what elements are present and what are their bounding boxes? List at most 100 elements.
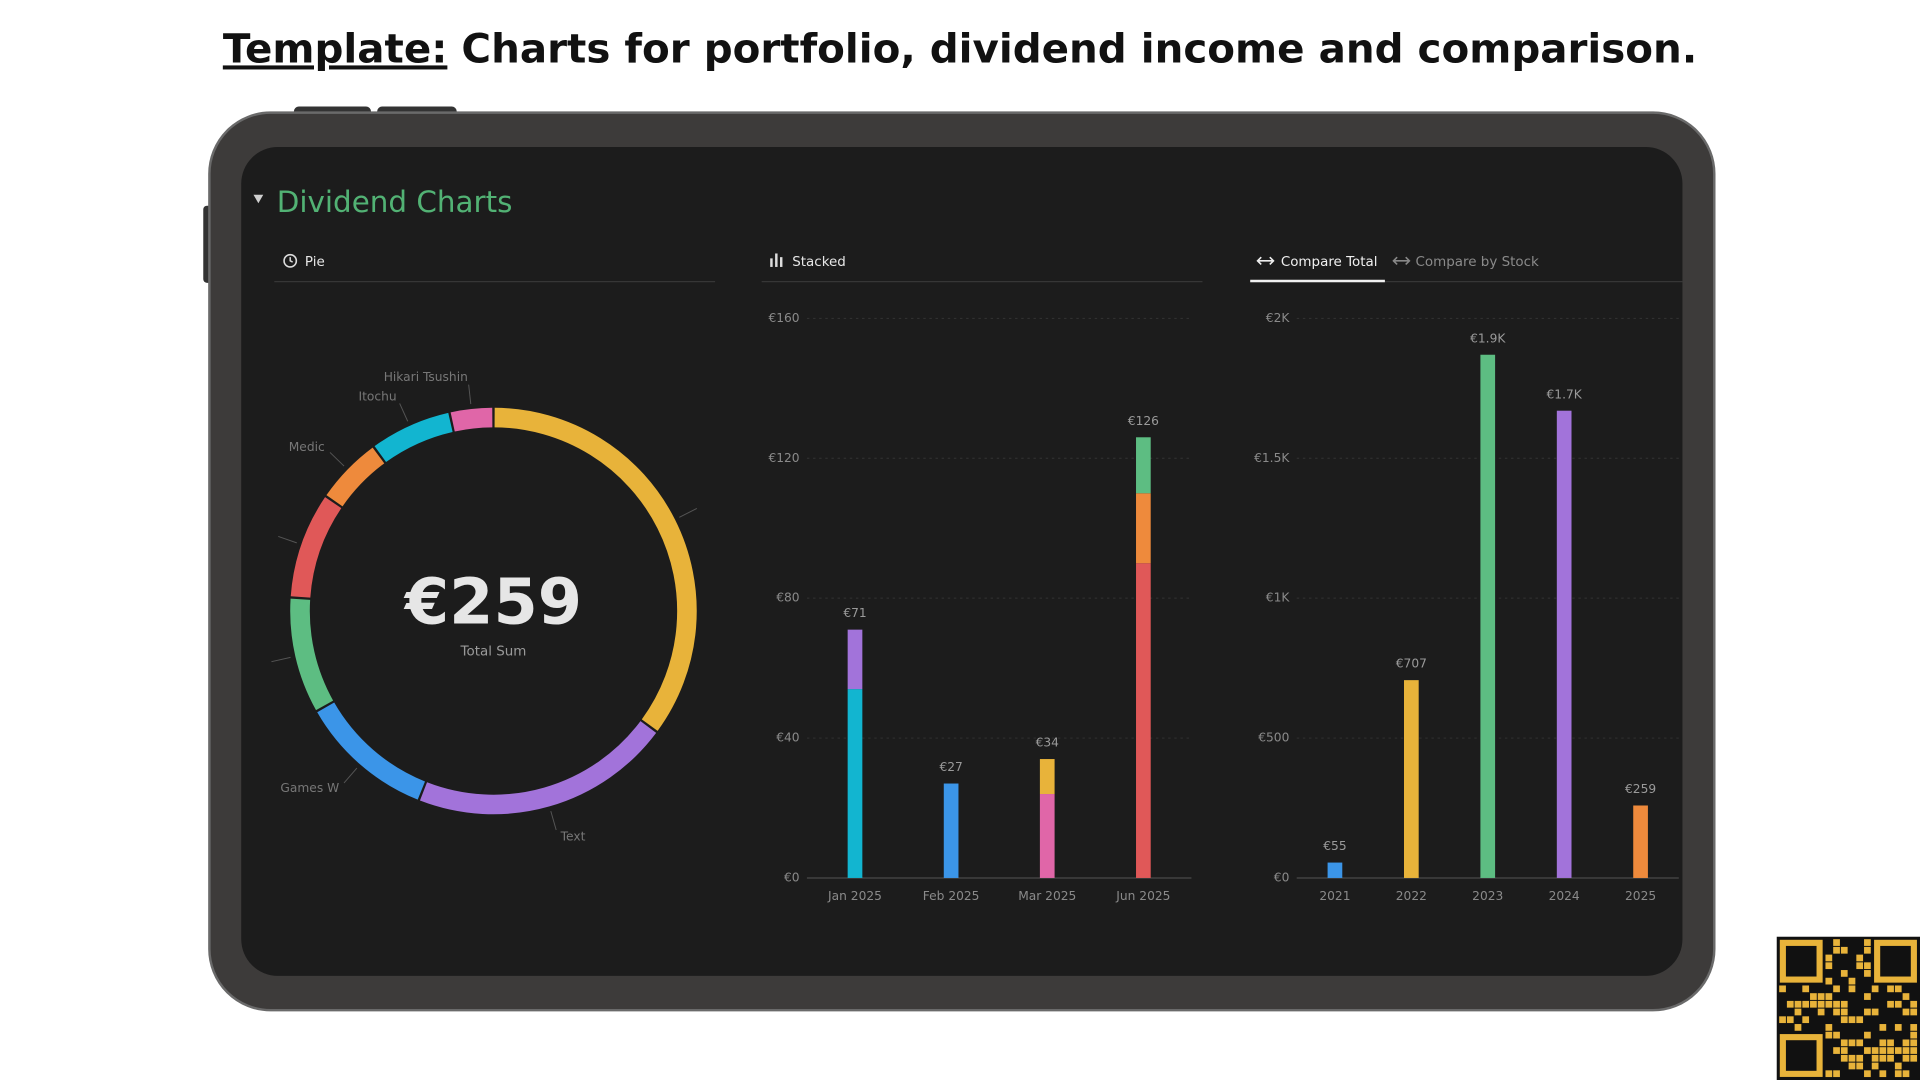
- qr-dot: [1825, 1000, 1833, 1008]
- qr-finder: [1874, 939, 1917, 983]
- pie-icon-hand: [289, 257, 293, 263]
- x-tick-label: 2022: [1396, 889, 1427, 903]
- y-tick-label: €0: [1274, 870, 1290, 884]
- y-tick-label: €2K: [1266, 311, 1291, 325]
- qr-dot: [1910, 1000, 1918, 1008]
- bar-icon: [775, 253, 778, 267]
- tab-label: Compare by Stock: [1416, 255, 1540, 270]
- section-title: Dividend Charts: [277, 185, 513, 219]
- bar-segment: [943, 783, 959, 878]
- qr-dot: [1794, 1024, 1802, 1031]
- qr-dot: [1848, 1039, 1856, 1047]
- tab-compare-total[interactable]: Compare Total: [1256, 255, 1378, 270]
- qr-dot: [1817, 1000, 1825, 1008]
- bar-segment: [1136, 563, 1151, 878]
- qr-dot: [1825, 954, 1833, 962]
- leader-line: [278, 535, 297, 544]
- qr-dot: [1856, 1062, 1864, 1070]
- y-tick-label: €80: [776, 591, 799, 605]
- qr-dot: [1864, 1031, 1871, 1039]
- qr-dot: [1840, 1008, 1848, 1016]
- qr-dot: [1825, 993, 1833, 1000]
- heading-prefix: Template:: [223, 24, 448, 72]
- qr-finder: [1779, 1034, 1823, 1077]
- qr-dot: [1871, 985, 1879, 993]
- y-tick-label: €160: [768, 311, 799, 325]
- qr-dot: [1825, 1031, 1833, 1039]
- qr-dot: [1871, 1054, 1879, 1062]
- x-tick-label: 2025: [1625, 889, 1656, 903]
- leader-line: [550, 811, 557, 831]
- bar-segment: [1136, 437, 1151, 494]
- value-label: €707: [1396, 657, 1427, 671]
- qr-dot: [1887, 985, 1894, 993]
- total-label: €34: [1036, 736, 1060, 750]
- qr-dot: [1864, 1008, 1871, 1016]
- qr-dot: [1833, 1000, 1840, 1008]
- qr-dot: [1910, 1054, 1918, 1062]
- qr-dot: [1825, 977, 1833, 985]
- x-tick-label: Jun 2025: [1115, 889, 1170, 903]
- compare-icon: [1392, 256, 1411, 266]
- value-label: €259: [1625, 782, 1656, 796]
- qr-dot: [1856, 962, 1864, 970]
- qr-dot: [1887, 1000, 1894, 1008]
- qr-dot: [1833, 1070, 1840, 1078]
- bar: [1404, 680, 1419, 878]
- qr-dot: [1833, 985, 1840, 993]
- qr-dot: [1848, 985, 1856, 993]
- qr-dot: [1848, 1016, 1856, 1024]
- y-tick-label: €0: [784, 870, 800, 884]
- qr-dot: [1887, 1054, 1894, 1062]
- bar-segment: [1039, 794, 1055, 878]
- qr-dot: [1902, 993, 1910, 1000]
- qr-dot: [1833, 946, 1840, 954]
- qr-dot: [1864, 970, 1871, 977]
- qr-dot: [1902, 1008, 1910, 1016]
- bar-icon: [780, 257, 783, 267]
- tab-stacked[interactable]: Stacked: [770, 253, 846, 270]
- qr-dot: [1879, 1054, 1887, 1062]
- value-label: €55: [1323, 839, 1346, 853]
- qr-dot: [1848, 1054, 1856, 1062]
- qr-dot: [1825, 1024, 1833, 1031]
- collapse-toggle[interactable]: [253, 194, 264, 204]
- pie-segment: [494, 407, 697, 731]
- qr-dot: [1794, 1008, 1802, 1016]
- pie-segment: [326, 447, 385, 507]
- compare-icon: [1256, 256, 1275, 266]
- qr-dot: [1840, 1000, 1848, 1008]
- qr-dot: [1825, 962, 1833, 970]
- qr-dot: [1887, 1047, 1894, 1054]
- qr-dot: [1902, 1070, 1910, 1078]
- bar: [1480, 354, 1496, 878]
- qr-dot: [1840, 1039, 1848, 1047]
- tab-pie[interactable]: Pie: [283, 253, 325, 270]
- qr-finder: [1779, 939, 1823, 983]
- qr-dot: [1794, 1000, 1802, 1008]
- qr-dot: [1864, 939, 1871, 946]
- qr-dot: [1910, 1008, 1918, 1016]
- qr-dot: [1833, 1008, 1840, 1016]
- pie-segment: [374, 412, 453, 463]
- x-tick-label: 2023: [1472, 889, 1503, 903]
- qr-dot: [1910, 1024, 1918, 1031]
- qr-dot: [1894, 1000, 1902, 1008]
- tab-compare-by-stock[interactable]: Compare by Stock: [1392, 255, 1540, 270]
- y-tick-label: €1.5K: [1254, 451, 1290, 465]
- qr-dot: [1786, 1016, 1794, 1024]
- qr-dot: [1871, 1047, 1879, 1054]
- qr-dot: [1825, 1070, 1833, 1078]
- qr-pattern: [1779, 939, 1918, 1078]
- qr-dot: [1810, 993, 1817, 1000]
- qr-dot: [1856, 954, 1864, 962]
- qr-dot: [1786, 1000, 1794, 1008]
- qr-dot: [1864, 993, 1871, 1000]
- total-label: €71: [843, 606, 866, 620]
- pie-label: Text: [560, 830, 586, 844]
- pie-icon: [283, 253, 298, 268]
- qr-dot: [1802, 985, 1810, 993]
- pie-segment: [290, 598, 334, 711]
